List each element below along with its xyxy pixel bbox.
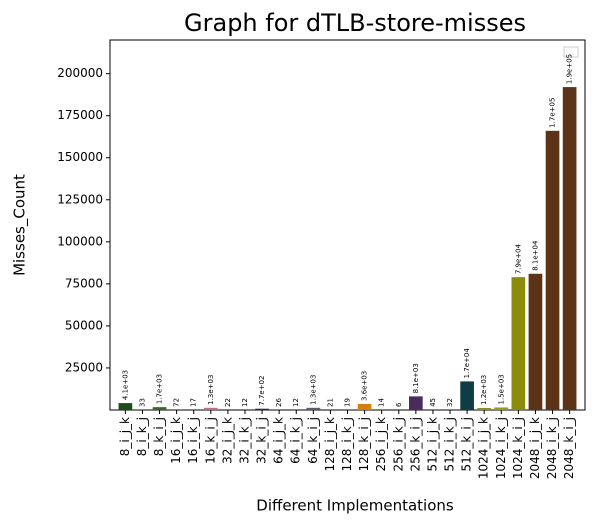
x-tick-label: 256_i_j_k — [374, 417, 388, 472]
x-tick-label: 128_i_k_j — [340, 417, 354, 472]
value-label: 45 — [429, 398, 437, 407]
x-tick-label: 2048_i_j_k — [528, 417, 542, 479]
value-label: 1.7e+04 — [463, 348, 471, 379]
x-tick-label: 8_i_j_k — [118, 417, 132, 456]
bar — [460, 381, 474, 410]
x-tick-label: 32_k_i_j — [255, 417, 269, 464]
x-tick-label: 32_i_j_k — [220, 417, 234, 464]
value-label: 19 — [344, 398, 352, 407]
value-label: 21 — [326, 398, 334, 407]
x-tick-label: 16_k_i_j — [203, 417, 217, 464]
x-tick-label: 16_i_j_k — [169, 417, 183, 464]
y-tick-label: 100000 — [57, 234, 103, 248]
x-tick-label: 8_i_k_j — [135, 417, 149, 456]
x-tick-label: 16_i_k_j — [186, 417, 200, 464]
x-tick-label: 2048_i_k_j — [545, 417, 559, 479]
bar — [255, 408, 269, 410]
value-label: 26 — [275, 398, 283, 407]
value-label: 3.6e+03 — [361, 371, 369, 401]
y-tick-label: 125000 — [57, 192, 103, 206]
legend-box — [563, 46, 579, 58]
value-label: 1.3e+03 — [207, 375, 215, 405]
x-tick-label: 64_i_j_k — [272, 417, 286, 464]
value-label: 32 — [446, 398, 454, 407]
bar — [477, 407, 492, 410]
y-tick-label: 150000 — [57, 150, 103, 164]
x-tick-label: 64_k_i_j — [306, 417, 320, 464]
bar — [152, 407, 167, 410]
value-label: 6 — [395, 402, 403, 407]
value-label: 7.9e+04 — [514, 243, 522, 274]
bar — [118, 403, 133, 410]
x-tick-label: 1024_i_k_j — [494, 417, 508, 479]
x-tick-label: 512_i_k_j — [443, 417, 457, 472]
x-tick-label: 512_i_j_k — [425, 417, 439, 472]
x-tick-label: 128_k_i_j — [357, 417, 371, 472]
x-axis-label: Different Implementations — [256, 497, 454, 515]
bar — [306, 407, 321, 410]
value-label: 8.1e+03 — [412, 363, 420, 393]
value-label: 1.7e+03 — [156, 374, 164, 404]
y-tick-label: 200000 — [57, 66, 103, 80]
y-tick-label: 25000 — [65, 360, 103, 374]
bar — [528, 273, 543, 410]
value-label: 8.1e+04 — [531, 240, 539, 271]
value-label: 14 — [378, 398, 386, 407]
y-tick-label: 50000 — [65, 318, 103, 332]
bar — [203, 407, 218, 410]
x-tick-label: 2048_k_i_j — [562, 417, 576, 479]
x-tick-label: 1024_i_j_k — [477, 417, 491, 479]
x-tick-label: 1024_k_i_j — [511, 417, 525, 479]
bar — [357, 403, 372, 410]
value-label: 33 — [138, 398, 146, 407]
value-label: 72 — [173, 398, 181, 407]
x-tick-label: 8_k_i_j — [152, 417, 166, 456]
x-tick-label: 256_i_k_j — [391, 417, 405, 472]
y-axis-label: Misses_Count — [11, 174, 30, 276]
bar — [511, 277, 526, 410]
y-tick-label: 175000 — [57, 108, 103, 122]
value-label: 1.2e+03 — [480, 375, 488, 405]
y-tick-label: 75000 — [65, 276, 103, 290]
bar — [409, 396, 423, 410]
value-label: 1.3e+03 — [309, 375, 317, 405]
x-tick-label: 256_k_i_j — [408, 417, 422, 472]
value-label: 22 — [224, 398, 232, 407]
bar — [545, 130, 560, 410]
x-tick-label: 128_i_j_k — [323, 417, 337, 472]
x-tick-label: 32_i_k_j — [237, 417, 251, 464]
value-label: 1.9e+05 — [566, 54, 574, 84]
value-label: 1.5e+03 — [497, 374, 505, 404]
chart-title: Graph for dTLB-store-misses — [184, 9, 526, 37]
value-label: 1.7e+05 — [549, 98, 557, 128]
value-label: 7.7e+02 — [258, 375, 266, 405]
bar — [562, 87, 577, 410]
value-label: 17 — [190, 398, 198, 407]
bar — [494, 407, 509, 410]
value-label: 12 — [241, 398, 249, 407]
value-label: 4.1e+03 — [121, 370, 129, 400]
value-label: 12 — [292, 398, 300, 407]
x-tick-label: 64_i_k_j — [289, 417, 303, 464]
x-tick-label: 512_k_i_j — [460, 417, 474, 472]
